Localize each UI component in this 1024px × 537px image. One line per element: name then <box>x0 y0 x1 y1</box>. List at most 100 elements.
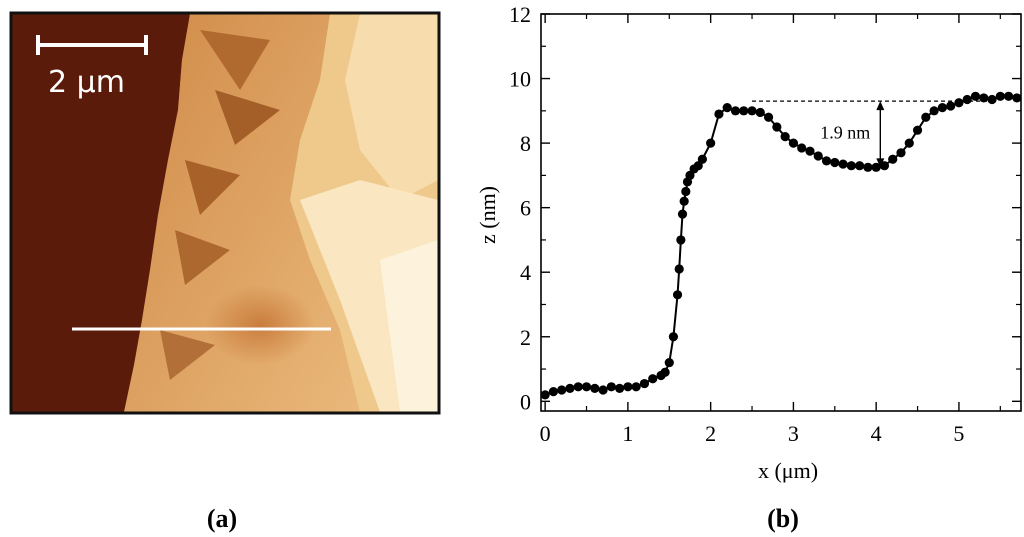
afm-triangle-island <box>200 30 270 90</box>
arrow-head-up <box>876 101 885 111</box>
x-tick-label: 0 <box>540 421 551 446</box>
y-tick-label: 10 <box>509 67 531 92</box>
afm-dark-spot <box>205 285 315 365</box>
x-axis-ticks: 0 1 2 3 4 5 <box>540 14 1001 446</box>
data-point <box>581 382 592 392</box>
data-point <box>846 161 856 171</box>
plot-frame <box>540 13 1022 412</box>
afm-triangle-island <box>185 160 240 215</box>
x-axis-label: x (μm) <box>758 458 818 483</box>
data-point <box>797 143 807 153</box>
data-point <box>995 91 1005 101</box>
data-point <box>921 112 931 122</box>
y-axis-label: z (nm) <box>475 186 500 244</box>
data-point <box>664 357 674 368</box>
data-point <box>888 154 898 164</box>
data-point <box>912 125 923 135</box>
data-point <box>1003 91 1014 101</box>
data-point <box>590 383 600 394</box>
panel-a-label: (a) <box>207 504 237 533</box>
y-tick-label: 2 <box>520 325 531 350</box>
data-point <box>739 106 749 116</box>
afm-substrate-region <box>12 14 190 412</box>
data-point <box>755 107 765 118</box>
data-point <box>830 157 840 168</box>
data-point <box>879 161 890 171</box>
data-point <box>763 112 774 122</box>
data-point <box>598 385 608 395</box>
data-point <box>706 138 716 148</box>
x-tick-label: 3 <box>788 421 799 446</box>
data-point <box>954 98 964 108</box>
y-tick-label: 6 <box>520 196 531 221</box>
data-point <box>639 378 650 389</box>
afm-triangle-island <box>215 90 280 145</box>
data-point <box>615 383 625 394</box>
data-point <box>668 332 679 342</box>
x-tick-label: 2 <box>705 421 716 446</box>
data-point <box>573 382 583 392</box>
data-point <box>565 383 575 394</box>
afm-bright-terrace <box>380 240 438 412</box>
x-tick-label: 5 <box>953 421 964 446</box>
data-point <box>838 159 848 169</box>
data-point <box>714 109 724 119</box>
data-point <box>631 382 641 392</box>
data-point <box>871 162 881 172</box>
data-point <box>623 382 633 392</box>
y-tick-label: 12 <box>509 2 531 27</box>
data-point <box>730 106 741 116</box>
data-point <box>929 106 939 116</box>
data-point <box>606 382 616 392</box>
data-point <box>648 374 658 384</box>
data-point <box>896 148 906 158</box>
series-points <box>540 91 1022 400</box>
data-point <box>540 390 550 400</box>
arrow-head-down <box>876 158 885 168</box>
data-point <box>677 209 688 219</box>
afm-triangle-island <box>160 330 215 380</box>
afm-triangle-island <box>175 230 230 285</box>
data-point <box>962 94 972 105</box>
data-point <box>672 290 683 300</box>
y-tick-label: 8 <box>520 131 531 156</box>
data-point <box>805 146 815 156</box>
y-tick-label: 4 <box>520 260 531 285</box>
series-polyline <box>544 95 1018 396</box>
step-height-annotation: 1.9 nm <box>752 100 997 168</box>
step-height-label: 1.9 nm <box>820 122 870 142</box>
data-point <box>772 122 782 132</box>
data-point <box>681 186 691 197</box>
data-point <box>660 367 670 377</box>
x-tick-label: 4 <box>871 421 882 446</box>
y-axis-ticks: 0 2 4 6 8 10 12 <box>509 2 1021 414</box>
data-point <box>788 138 799 148</box>
afm-image: 2 μm <box>9 11 441 415</box>
data-point <box>674 264 684 274</box>
data-point <box>904 138 914 148</box>
panel-b-label: (b) <box>767 504 799 533</box>
data-point <box>821 156 832 166</box>
data-point <box>548 387 559 397</box>
data-point <box>722 103 732 113</box>
data-point <box>1012 93 1022 103</box>
data-point <box>946 101 956 111</box>
data-point <box>987 94 997 105</box>
data-point <box>780 132 790 142</box>
data-point <box>937 103 947 113</box>
data-point <box>855 161 865 171</box>
data-point <box>676 235 686 245</box>
data-point <box>679 196 689 206</box>
data-point <box>557 385 567 395</box>
x-tick-label: 1 <box>622 421 633 446</box>
scale-bar-label: 2 μm <box>48 65 125 100</box>
data-point <box>970 91 981 101</box>
data-point <box>747 106 757 116</box>
afm-third-terrace <box>345 14 438 200</box>
series-line <box>544 95 1018 396</box>
data-point <box>813 151 823 161</box>
data-point <box>979 93 989 103</box>
data-point <box>697 154 707 164</box>
